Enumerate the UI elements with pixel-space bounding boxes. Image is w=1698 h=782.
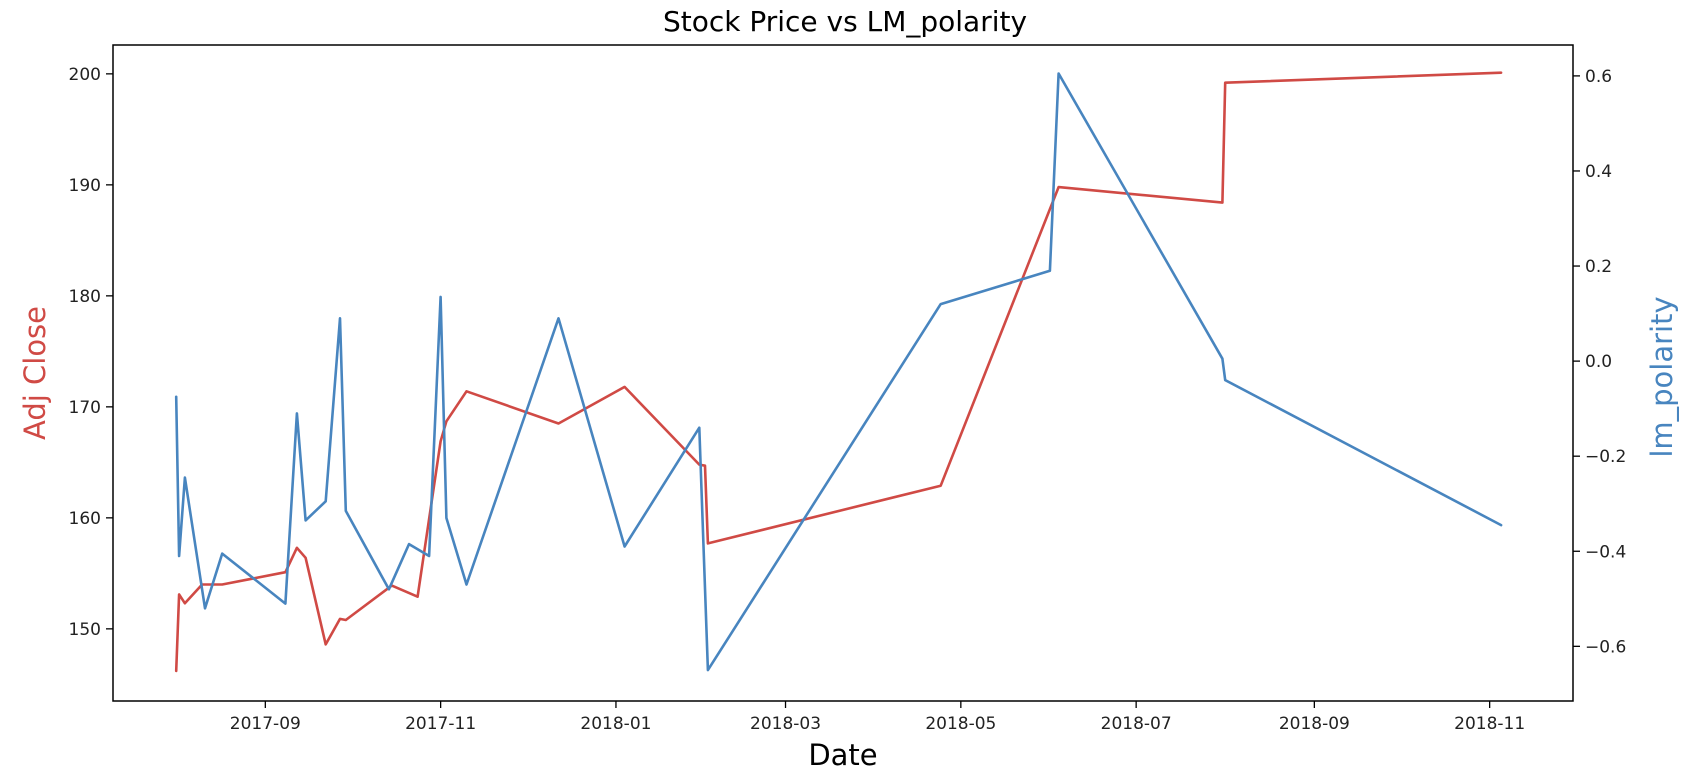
y-left-tick-label: 190 <box>69 176 101 196</box>
y-axis-left-label: Adj Close <box>18 306 52 440</box>
x-tick-label: 2018-07 <box>1101 714 1172 734</box>
y-left-tick-label: 150 <box>69 620 101 640</box>
y-right-tick-label: 0.0 <box>1585 352 1612 372</box>
y-axis-right: −0.6 −0.4 −0.2 0.0 0.2 0.4 0.6 <box>1573 67 1626 657</box>
y-left-tick-label: 170 <box>69 398 101 418</box>
x-axis: 2017-09 2017-11 2018-01 2018-03 2018-05 2018-… <box>230 701 1525 734</box>
y-left-tick-label: 160 <box>69 509 101 529</box>
series-line-2 <box>174 72 1503 672</box>
x-tick-label: 2017-09 <box>230 714 301 734</box>
x-tick-label: 2018-11 <box>1454 714 1525 734</box>
y-right-tick-label: 0.6 <box>1585 67 1612 87</box>
y-right-tick-label: −0.4 <box>1585 542 1626 562</box>
y-axis-right-label: lm_polarity <box>1645 296 1679 457</box>
y-right-tick-label: 0.4 <box>1585 162 1612 182</box>
x-tick-label: 2018-09 <box>1279 714 1350 734</box>
y-right-tick-label: −0.2 <box>1585 447 1626 467</box>
y-axis-left: 150 160 170 180 190 200 <box>69 65 113 640</box>
chart-title: Stock Price vs LM_polarity <box>663 5 1027 38</box>
series-layer <box>174 71 1503 673</box>
y-right-tick-label: 0.2 <box>1585 257 1612 277</box>
y-right-tick-label: −0.6 <box>1585 637 1626 657</box>
y-left-tick-label: 180 <box>69 287 101 307</box>
x-tick-label: 2018-03 <box>750 714 821 734</box>
x-tick-label: 2017-11 <box>405 714 476 734</box>
plot-frame <box>112 44 1574 702</box>
series-line-1 <box>174 71 1503 673</box>
x-tick-label: 2018-01 <box>580 714 651 734</box>
x-tick-label: 2018-05 <box>925 714 996 734</box>
x-axis-label: Date <box>808 738 877 772</box>
y-left-tick-label: 200 <box>69 65 101 85</box>
